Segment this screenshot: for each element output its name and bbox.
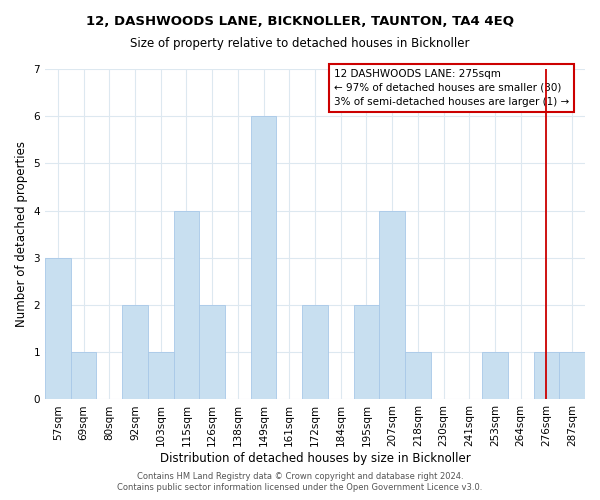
Bar [251, 116, 277, 400]
Bar [199, 305, 225, 400]
Text: Size of property relative to detached houses in Bicknoller: Size of property relative to detached ho… [130, 38, 470, 51]
Y-axis label: Number of detached properties: Number of detached properties [15, 141, 28, 327]
Bar [533, 352, 559, 400]
Text: 12 DASHWOODS LANE: 275sqm
← 97% of detached houses are smaller (30)
3% of semi-d: 12 DASHWOODS LANE: 275sqm ← 97% of detac… [334, 69, 569, 107]
Text: 12, DASHWOODS LANE, BICKNOLLER, TAUNTON, TA4 4EQ: 12, DASHWOODS LANE, BICKNOLLER, TAUNTON,… [86, 15, 514, 28]
Bar [148, 352, 173, 400]
Bar [353, 305, 379, 400]
Bar [173, 210, 199, 400]
Bar [405, 352, 431, 400]
Bar [302, 305, 328, 400]
Bar [45, 258, 71, 400]
Bar [482, 352, 508, 400]
Bar [559, 352, 585, 400]
Bar [379, 210, 405, 400]
Text: Contains HM Land Registry data © Crown copyright and database right 2024.
Contai: Contains HM Land Registry data © Crown c… [118, 472, 482, 492]
Bar [71, 352, 97, 400]
Bar [122, 305, 148, 400]
X-axis label: Distribution of detached houses by size in Bicknoller: Distribution of detached houses by size … [160, 452, 470, 465]
